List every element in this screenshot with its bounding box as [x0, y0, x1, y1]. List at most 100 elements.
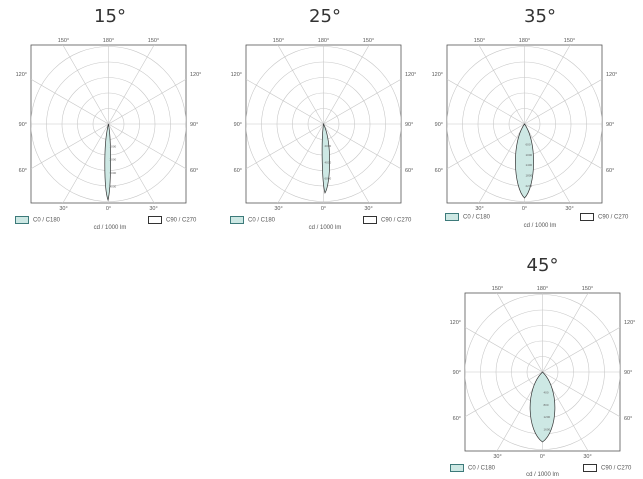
angle-label: 60°	[606, 168, 614, 174]
angle-label: 150°	[474, 38, 485, 44]
chart-title: 25°	[309, 6, 341, 27]
angle-label: 90°	[19, 122, 27, 128]
angle-label: 150°	[58, 38, 69, 44]
angle-label: 180°	[103, 38, 114, 44]
legend-c0: C0 / C180	[230, 216, 275, 224]
radial-tick-label: 3000	[110, 171, 117, 175]
angle-label: 30°	[364, 206, 372, 212]
radial-tick-label: 600	[526, 142, 531, 146]
polar-plot: 600 1000 1400 1800 2200 150° 180° 150° 120° 120° 9…	[432, 38, 618, 212]
angle-label: 0°	[106, 206, 111, 212]
angle-label: 90°	[190, 122, 198, 128]
polar-plot: 1000 2000 3000 4000 150° 180° 150° 120° 120° 90° 9…	[16, 38, 202, 212]
angle-label: 120°	[606, 72, 617, 78]
angle-label: 30°	[475, 206, 483, 212]
c0-swatch	[450, 464, 464, 472]
radial-tick-label: 2000	[325, 144, 332, 148]
unit-label: cd / 1000 lm	[523, 223, 557, 229]
angle-label: 120°	[190, 72, 201, 78]
angle-label: 90°	[405, 122, 413, 128]
legend-c90-label: C90 / C270	[601, 465, 632, 472]
angle-label: 0°	[321, 206, 326, 212]
legend-c0-label: C0 / C180	[463, 214, 491, 221]
radial-tick-label: 1000	[526, 153, 533, 157]
legend-c0-label: C0 / C180	[248, 217, 276, 224]
polar-chart-25: 25° 2000 4000 6000 150° 180° 150° 120° 120° 90° 9…	[230, 6, 417, 233]
c0-c180-lobe	[515, 123, 534, 199]
legend-c90: C90 / C270	[148, 216, 196, 224]
radial-tick-label: 1400	[526, 163, 533, 167]
angle-label: 30°	[493, 454, 501, 460]
angle-label: 90°	[624, 370, 632, 376]
angle-label: 0°	[540, 454, 545, 460]
angle-label: 90°	[453, 370, 461, 376]
angle-label: 30°	[274, 206, 282, 212]
angle-label: 60°	[234, 168, 242, 174]
angle-label: 120°	[432, 72, 443, 78]
angle-label: 180°	[519, 38, 530, 44]
angle-label: 60°	[19, 168, 27, 174]
legend-c0-label: C0 / C180	[468, 465, 496, 472]
legend-c0: C0 / C180	[15, 216, 60, 224]
unit-label: cd / 1000 lm	[526, 472, 559, 478]
chart-title: 15°	[94, 6, 126, 27]
c0-swatch	[445, 213, 459, 221]
legend-c0: C0 / C180	[450, 464, 495, 472]
polar-grid	[447, 45, 602, 203]
polar-chart-45: 45° 400 800 1200 1600 150° 180° 150° 120° 120° 90…	[450, 255, 636, 479]
radial-tick-label: 1800	[526, 174, 533, 178]
angle-label: 30°	[583, 454, 591, 460]
angle-label: 30°	[149, 206, 157, 212]
angle-label: 150°	[273, 38, 284, 44]
angle-label: 60°	[190, 168, 198, 174]
c0-c180-lobe	[104, 123, 111, 202]
angle-label: 120°	[405, 72, 416, 78]
radial-tick-label: 400	[544, 391, 549, 395]
c90-swatch	[583, 464, 597, 472]
radial-tick-label: 6000	[325, 176, 332, 180]
angle-label: 180°	[537, 286, 548, 292]
radial-tick-label: 1600	[544, 427, 551, 431]
radial-tick-label: 4000	[110, 184, 117, 188]
angle-label: 120°	[450, 320, 461, 326]
angle-label: 150°	[564, 38, 575, 44]
angle-label: 90°	[435, 122, 443, 128]
radial-tick-label: 2200	[526, 184, 533, 188]
legend-c0-label: C0 / C180	[33, 217, 61, 224]
angle-label: 30°	[59, 206, 67, 212]
polar-plot: 2000 4000 6000 150° 180° 150° 120° 120° 90° 90° 60…	[231, 38, 417, 212]
angle-label: 150°	[148, 38, 159, 44]
c0-c180-lobe	[529, 371, 556, 443]
c90-swatch	[363, 216, 377, 224]
legend-c90-label: C90 / C270	[381, 217, 412, 224]
angle-label: 60°	[435, 168, 443, 174]
angle-label: 90°	[234, 122, 242, 128]
legend-c90: C90 / C270	[580, 213, 628, 221]
radial-tick-label: 800	[544, 403, 549, 407]
polar-plot: 400 800 1200 1600 150° 180° 150° 120° 120° 90° 90°…	[450, 286, 636, 460]
legend-c90: C90 / C270	[583, 464, 631, 472]
angle-label: 150°	[582, 286, 593, 292]
angle-label: 60°	[624, 416, 632, 422]
angle-label: 150°	[363, 38, 374, 44]
chart-title: 45°	[526, 255, 559, 276]
polar-chart-15: 15° 1000 2000 3000 4000 150° 180° 150° 120° 120°…	[15, 6, 202, 233]
angle-label: 120°	[16, 72, 27, 78]
unit-label: cd / 1000 lm	[308, 225, 342, 231]
legend-c90-label: C90 / C270	[598, 214, 629, 221]
angle-label: 120°	[624, 320, 635, 326]
c0-swatch	[230, 216, 244, 224]
unit-label: cd / 1000 lm	[93, 225, 127, 231]
angle-label: 60°	[453, 416, 461, 422]
legend-c0: C0 / C180	[445, 213, 490, 221]
legend-c90: C90 / C270	[363, 216, 411, 224]
angle-label: 0°	[522, 206, 527, 212]
angle-label: 120°	[231, 72, 242, 78]
c0-c180-lobe	[321, 122, 330, 194]
chart-title: 35°	[524, 6, 556, 27]
legend-c90-label: C90 / C270	[166, 217, 197, 224]
radial-tick-label: 1200	[544, 415, 551, 419]
angle-label: 150°	[492, 286, 503, 292]
angle-label: 90°	[606, 122, 614, 128]
c90-swatch	[580, 213, 594, 221]
